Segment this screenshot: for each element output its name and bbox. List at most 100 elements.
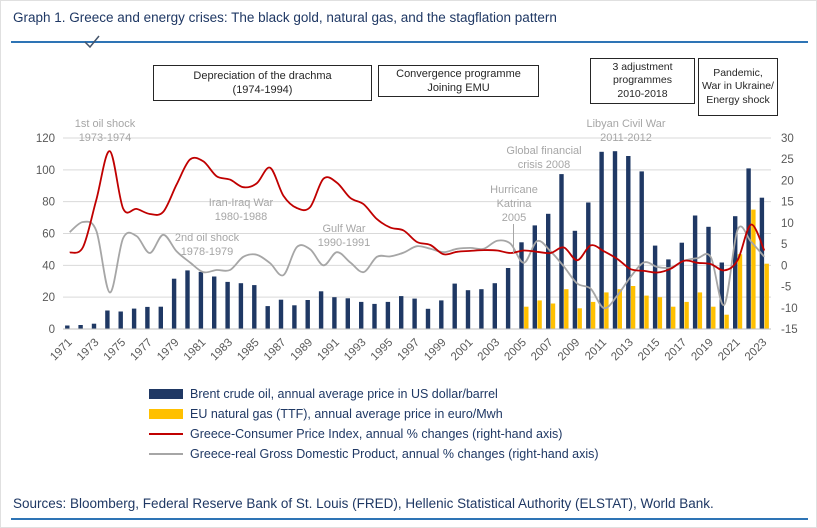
right-axis-tick: 5 bbox=[781, 239, 787, 251]
annotation-text-line: (1974-1994) bbox=[232, 84, 293, 96]
brent-bar bbox=[452, 283, 457, 329]
gas-bar bbox=[604, 292, 609, 329]
brent-bar bbox=[612, 151, 618, 329]
annotation-text-line: Hurricane bbox=[490, 184, 538, 196]
brent-bar bbox=[399, 296, 404, 329]
gas-bar bbox=[724, 314, 729, 329]
x-axis-tick: 1981 bbox=[182, 337, 209, 364]
annotation-text-line: Pandemic, bbox=[713, 66, 763, 79]
annotation-box-convergence-emu: Convergence programme Joining EMU bbox=[378, 65, 539, 97]
legend-label-gdp: Greece-real Gross Domestic Product, annu… bbox=[190, 447, 599, 461]
left-axis-tick: 120 bbox=[36, 133, 55, 145]
brent-bar bbox=[679, 242, 684, 329]
annotation-global-financial-crisis: Global financial crisis 2008 bbox=[496, 145, 592, 173]
brent-bar bbox=[439, 300, 444, 329]
brent-bar bbox=[78, 325, 83, 329]
x-axis-tick: 1989 bbox=[289, 337, 316, 364]
brent-bar bbox=[65, 325, 70, 329]
brent-bar bbox=[105, 310, 110, 329]
x-axis-tick: 1983 bbox=[209, 337, 236, 364]
left-axis-tick: 100 bbox=[36, 165, 55, 177]
brent-bar bbox=[212, 276, 217, 329]
x-axis-tick: 1995 bbox=[369, 337, 396, 364]
right-axis-tick: 10 bbox=[781, 218, 794, 230]
gas-bar bbox=[671, 306, 676, 329]
brent-bar bbox=[652, 245, 658, 329]
brent-bar bbox=[505, 268, 511, 329]
brent-bar-swatch bbox=[149, 389, 183, 399]
brent-bar bbox=[131, 308, 137, 329]
brent-bar bbox=[318, 291, 324, 329]
brent-bar bbox=[666, 259, 671, 329]
legend-item-brent: Brent crude oil, annual average price in… bbox=[149, 384, 599, 404]
annotation-text-line: Libyan Civil War bbox=[586, 118, 666, 130]
annotation-text-line: Energy shock bbox=[706, 93, 770, 106]
annotation-box-drachma-depreciation: Depreciation of the drachma (1974-1994) bbox=[153, 65, 372, 101]
gas-bar bbox=[764, 263, 769, 329]
gas-bar bbox=[564, 289, 569, 329]
brent-bar bbox=[546, 213, 551, 329]
brent-bar bbox=[692, 215, 698, 329]
right-axis-tick: 30 bbox=[781, 133, 794, 145]
brent-bar bbox=[586, 202, 591, 329]
annotation-text-line: Depreciation of the drachma bbox=[193, 69, 332, 82]
annotation-text-line: 1973-1974 bbox=[78, 131, 132, 144]
gas-bar bbox=[737, 254, 743, 329]
annotation-text-line: 2005 bbox=[501, 211, 527, 224]
annotation-text-line: Joining EMU bbox=[427, 82, 490, 94]
legend-item-cpi: Greece-Consumer Price Index, annual % ch… bbox=[149, 424, 599, 444]
annotation-text-line: War in Ukraine/ bbox=[702, 80, 774, 93]
brent-bar bbox=[733, 216, 738, 329]
brent-bar bbox=[345, 298, 350, 329]
x-axis-tick: 2003 bbox=[476, 337, 503, 364]
gas-bar bbox=[550, 303, 556, 329]
left-axis-tick: 80 bbox=[42, 197, 55, 209]
annotation-text-line: 1980-1988 bbox=[214, 210, 268, 223]
right-axis-tick: -10 bbox=[781, 303, 798, 315]
brent-bar bbox=[91, 323, 97, 329]
brent-bar bbox=[145, 306, 150, 329]
x-axis-tick: 2011 bbox=[583, 337, 609, 363]
annotation-text-line: crisis 2008 bbox=[517, 158, 571, 171]
right-axis-tick: 0 bbox=[781, 260, 787, 272]
brent-bar bbox=[479, 289, 484, 329]
x-axis-tick: 2023 bbox=[743, 337, 770, 364]
gas-bar bbox=[630, 286, 636, 329]
annotation-text-line: Katrina bbox=[496, 197, 532, 210]
left-axis-tick: 60 bbox=[42, 229, 55, 241]
right-axis-tick: 20 bbox=[781, 175, 794, 187]
x-axis-tick: 1973 bbox=[75, 337, 102, 364]
brent-bar bbox=[425, 308, 431, 329]
brent-bar bbox=[252, 285, 257, 329]
gas-bar bbox=[590, 301, 596, 329]
annotation-text-line: Gulf War bbox=[322, 223, 366, 235]
legend-label-gas: EU natural gas (TTF), annual average pri… bbox=[190, 407, 503, 421]
gas-bar bbox=[644, 295, 649, 329]
brent-bar bbox=[292, 305, 297, 329]
brent-bar bbox=[706, 226, 711, 329]
x-axis-tick: 2001 bbox=[449, 337, 476, 364]
annotation-text-line: 2nd oil shock bbox=[174, 232, 240, 244]
brent-bar bbox=[278, 299, 284, 329]
brent-bar bbox=[359, 301, 364, 329]
brent-bar bbox=[305, 300, 310, 329]
annotation-text-line: Global financial bbox=[506, 145, 582, 157]
x-axis-tick: 1999 bbox=[422, 337, 449, 364]
x-axis-tick: 2017 bbox=[663, 337, 690, 364]
annotation-libyan-civil-war: Libyan Civil War 2011-2012 bbox=[573, 118, 679, 146]
brent-bar bbox=[639, 171, 644, 329]
x-axis-tick: 1993 bbox=[342, 337, 369, 364]
x-axis-tick: 2015 bbox=[636, 337, 663, 364]
x-axis-tick: 1975 bbox=[102, 337, 129, 364]
annotation-text-line: 3 adjustment bbox=[612, 60, 673, 73]
x-axis-tick: 1997 bbox=[396, 337, 423, 364]
legend-item-gdp: Greece-real Gross Domestic Product, annu… bbox=[149, 444, 599, 464]
brent-bar bbox=[332, 297, 337, 329]
annotation-iran-iraq-war: Iran-Iraq War 1980-1988 bbox=[197, 197, 285, 225]
right-axis-tick: 25 bbox=[781, 154, 794, 166]
annotation-text-line: 1978-1979 bbox=[180, 245, 234, 258]
brent-bar bbox=[519, 242, 524, 329]
brent-bar bbox=[412, 298, 417, 329]
right-axis-tick: -15 bbox=[781, 324, 798, 336]
